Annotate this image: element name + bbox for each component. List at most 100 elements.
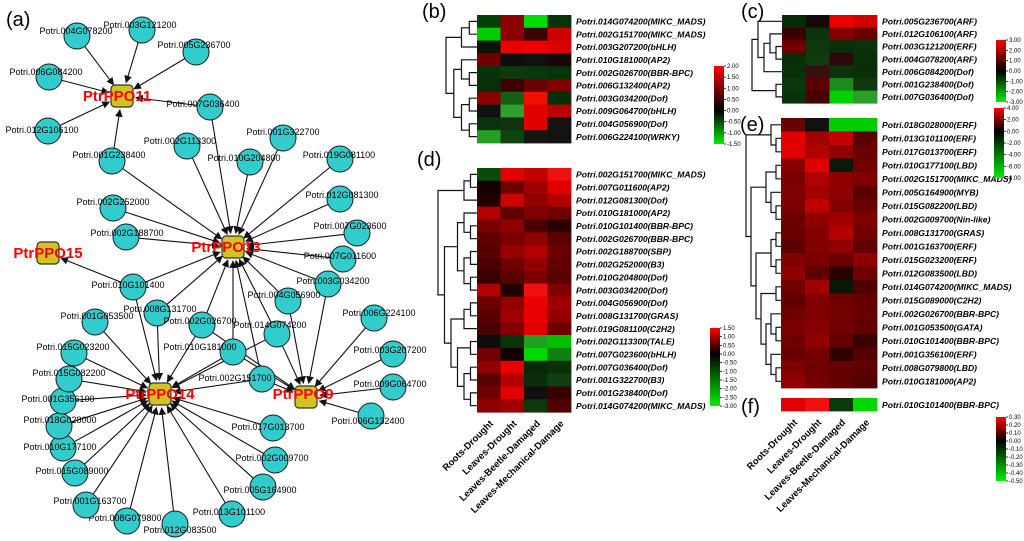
- heatmap-cell: [547, 66, 572, 80]
- heatmap-cell: [547, 386, 572, 400]
- heatmap-cell: [477, 270, 501, 285]
- heatmap-cell: [853, 266, 878, 281]
- heatmap-cell: [477, 283, 501, 297]
- heatmap-cell: [829, 293, 854, 308]
- colorbar-tick-label: 0.50: [723, 343, 735, 349]
- colorbar-tick-label: 2.00: [727, 64, 739, 70]
- network-edge: [317, 359, 382, 392]
- gene-node: Potri.005G164900: [223, 473, 297, 501]
- gene-row-label: Potri.014G074200(MIKC_MADS): [576, 401, 706, 411]
- gene-row-label: Potri.002G188700(SBP): [576, 247, 671, 257]
- heatmap-cell: [781, 131, 806, 146]
- heatmap-cell: [524, 296, 548, 310]
- heatmap-cell: [524, 193, 548, 207]
- heatmap-cell: [500, 360, 525, 375]
- heatmap-cell: [524, 373, 548, 387]
- ppo-hub: PtrPPO14: [125, 382, 195, 406]
- heatmap-cell: [829, 90, 854, 104]
- heatmap-cell: [829, 347, 854, 362]
- network-edge: [289, 313, 306, 384]
- gene-node-label: Potri.001G322700: [246, 127, 319, 137]
- heatmap-cell: [805, 253, 830, 267]
- gene-node-circle: [236, 148, 264, 176]
- gene-row-label: Potri.010G181000(AP2): [576, 55, 670, 65]
- network-edge: [129, 406, 159, 509]
- heatmap-cell: [524, 15, 548, 29]
- heatmap-cell: [477, 27, 501, 41]
- gene-node-circle: [61, 459, 89, 487]
- gene-row-label: Potri.012G081300(Dof): [576, 195, 668, 205]
- gene-node-label: Potri.015G089000: [35, 466, 108, 476]
- gene-node-circle: [218, 500, 246, 528]
- heatmap-cell: [477, 245, 501, 259]
- gene-row-label: Potri.001G238400(Dof): [882, 80, 974, 90]
- gene-row-label: Potri.017G013700(ERF): [882, 147, 977, 157]
- gene-node-circle: [128, 16, 156, 44]
- heatmap-cell: [829, 266, 854, 281]
- heatmap-cell: [853, 52, 878, 66]
- gene-node-label: Potri.015G082200: [32, 368, 105, 378]
- gene-row-label: Potri.002G113300(TALE): [576, 337, 675, 347]
- heatmap-cell: [853, 145, 878, 159]
- heatmap-cell: [500, 91, 525, 105]
- gene-node: Potri.001G356100: [21, 387, 95, 415]
- heatmap-cell: [500, 257, 525, 272]
- network-edge: [246, 245, 331, 259]
- network-edge: [144, 251, 221, 283]
- dendrogram: [445, 20, 477, 138]
- heatmap-panel-d: (d) Potri.002G151700(MIKC_MADS) Potri.007…: [417, 149, 737, 516]
- ppo-hub-label: PtrPPO15: [13, 245, 82, 262]
- gene-node-label: Potri.003G034200: [296, 276, 369, 286]
- heatmap-cell: [547, 373, 572, 387]
- heatmap-cell: [547, 322, 572, 336]
- colorbar-tick-label: -2.00: [1009, 90, 1023, 96]
- heatmap-cell: [524, 322, 548, 336]
- heatmap-cell: [524, 347, 548, 362]
- gene-node-label: Potri.015G023200: [36, 342, 109, 352]
- network-edge: [155, 325, 164, 381]
- heatmap-cell: [524, 27, 548, 41]
- gene-node-circle: [60, 339, 88, 367]
- heatmap-cell: [477, 15, 501, 29]
- gene-node-circle: [269, 124, 297, 152]
- gene-row-label: Potri.002G026700(BBR-BPC): [576, 234, 693, 244]
- gene-node-label: Potri.001G356100: [21, 394, 94, 404]
- heatmap-cell: [782, 65, 807, 79]
- heatmap-cell: [781, 293, 806, 308]
- gene-row-label: Potri.010G204800(Dof): [576, 272, 668, 282]
- gene-node-label: Potri.008G079800: [88, 513, 161, 523]
- heatmap-cell: [477, 360, 501, 375]
- gene-node: Potri.002G188700: [90, 223, 164, 251]
- network-edge: [238, 149, 279, 235]
- gene-node: Potri.012G083500: [143, 510, 217, 538]
- heatmap-cell: [500, 386, 525, 400]
- gene-node: Potri.002G026700: [163, 311, 237, 339]
- gene-node-circle: [219, 338, 247, 366]
- heatmap-cell: [853, 280, 878, 294]
- network-edge: [318, 399, 359, 413]
- gene-node-label: Potri.010G177100: [23, 442, 96, 452]
- ppo-hub: PtrPPO9: [273, 385, 333, 409]
- heatmap-cell: [500, 296, 525, 310]
- heatmap-cell: [500, 245, 525, 259]
- heatmap-cell: [853, 185, 878, 200]
- heatmap-cell: [853, 347, 878, 362]
- heatmap-cell: [853, 293, 878, 308]
- colorbar-tick-label: -8.00: [1007, 176, 1021, 182]
- heatmap-cell: [500, 270, 525, 285]
- heatmap-cell: [500, 66, 525, 80]
- gene-row-label: Potri.014G074200(MIKC_MADS): [882, 282, 1012, 292]
- heatmap-cell: [524, 117, 548, 131]
- colorbar: [710, 328, 720, 406]
- gene-node-circle: [249, 473, 277, 501]
- colorbar-tick-label: 0.00: [1007, 129, 1019, 135]
- heatmap-cell: [781, 307, 806, 321]
- heatmap-cell: [547, 296, 572, 310]
- heatmap-cell: [829, 52, 854, 66]
- heatmap-cell: [781, 212, 806, 227]
- network-edge: [281, 345, 301, 385]
- gene-node-circle: [55, 365, 83, 393]
- heatmap-cell: [477, 168, 501, 182]
- heatmap-cell: [524, 245, 548, 259]
- gene-node-circle: [35, 63, 63, 91]
